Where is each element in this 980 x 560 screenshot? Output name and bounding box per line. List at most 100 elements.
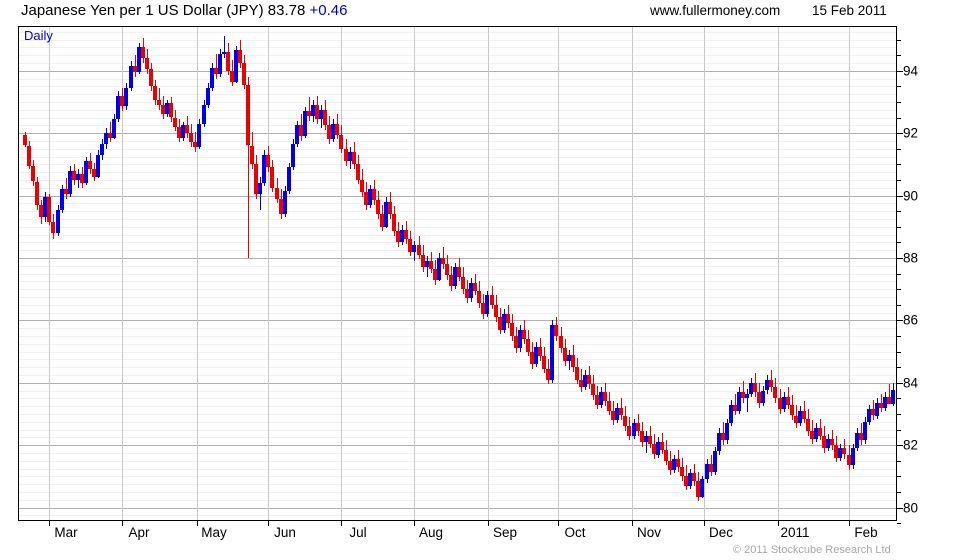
candle-body [323,109,327,126]
candle-body [116,95,120,119]
candle-body [335,123,339,135]
candle-body [563,348,567,361]
grid-line-minor [19,515,896,517]
candle-body [477,290,481,304]
grid-line-month [414,27,415,520]
candle-body [830,438,834,446]
grid-line-minor [19,234,896,236]
grid-line-month [197,27,198,520]
candle-body [287,167,291,191]
x-axis-label: Oct [564,525,586,540]
candle-body [773,387,777,399]
candle-body [855,432,859,449]
grid-line-major [19,133,896,135]
candle-wick [735,393,736,416]
candle-body [129,66,133,88]
grid-line-minor [19,367,896,369]
y-axis-tick-minor [897,476,901,478]
grid-line-minor [19,78,896,80]
candle-body [867,409,871,422]
candle-body [352,151,356,165]
candle-body [648,435,652,444]
candle-body [717,432,721,452]
copyright-label: © 2011 Stockcube Research Ltd [733,544,891,556]
grid-line-month [558,27,559,520]
candle-body [737,392,741,411]
candle-body [197,123,201,148]
candle-body [400,229,404,243]
candle-body [733,404,737,411]
candle-body [368,189,372,205]
grid-line-minor [19,203,896,205]
candle-body [364,192,368,205]
y-axis-label: 90 [903,188,919,203]
candle-body [112,119,116,138]
candle-body [684,476,688,486]
candle-body [421,254,425,268]
grid-line-minor [19,39,896,41]
grid-line-minor [19,421,896,423]
candle-body [311,105,315,116]
grid-line-minor [19,211,896,213]
candle-body [676,459,680,467]
grid-line-minor [19,31,896,33]
candle-body [433,268,437,280]
candle-body [510,323,514,336]
candle-body [210,67,214,88]
candle-body [729,404,733,424]
candle-body [412,245,416,252]
candle-body [567,354,571,361]
candle-body [376,200,380,215]
candle-body [725,423,729,441]
candle-body [879,403,883,408]
x-axis-label: Nov [636,525,662,540]
candle-body [522,329,526,340]
candle-body [384,201,388,227]
grid-line-major [19,257,896,259]
candle-body [100,144,104,155]
candle-body [145,58,149,70]
grid-line-minor [19,468,896,470]
candle-body [445,264,449,275]
candle-body [660,442,664,450]
candle-body [818,428,822,436]
candle-body [206,87,210,105]
candle-body [392,214,396,232]
grid-line-minor [19,452,896,454]
candle-wick [66,178,67,199]
grid-line-minor [19,109,896,111]
grid-line-minor [19,289,896,291]
candle-body [408,239,412,252]
candle-body [469,282,473,299]
candle-body [875,403,879,416]
candle-body [575,367,579,380]
candle-body [133,66,137,73]
y-axis-tick-minor [897,367,901,369]
candle-body [847,454,851,466]
frequency-label: Daily [24,28,53,43]
candle-wick [309,97,310,121]
candle-body [623,415,627,427]
grid-line-minor [19,218,896,220]
grid-line-minor [19,47,896,49]
candle-body [542,356,546,369]
y-axis-tick-minor [897,164,901,166]
candle-body [222,52,226,54]
candle-body [644,435,648,442]
candle-body [457,267,461,277]
grid-line-minor [19,413,896,415]
candle-body [315,105,319,119]
candle-body [39,204,43,218]
candle-body [404,229,408,240]
x-axis-tick [414,521,415,526]
candle-body [587,374,591,385]
candle-body [822,435,826,449]
candle-body [611,410,615,421]
candle-body [891,389,895,404]
candle-body [502,314,506,330]
candle-wick [889,384,890,402]
x-axis-tick [49,521,50,526]
x-axis-label: 2011 [780,525,810,540]
candle-body [498,317,502,330]
candle-body [254,164,258,194]
